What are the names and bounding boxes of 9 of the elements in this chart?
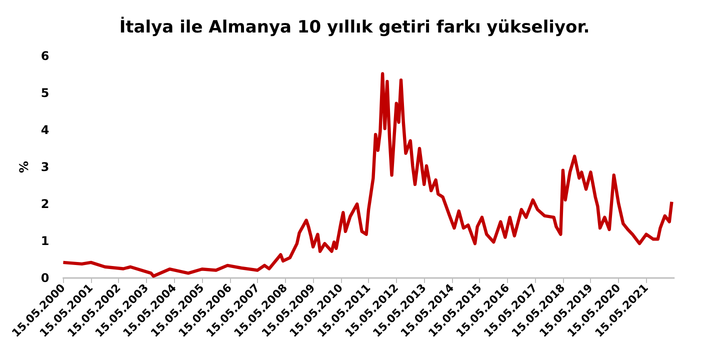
- y-axis-title: %: [16, 160, 31, 174]
- y-tick-label: 5: [40, 86, 50, 100]
- chart-title: İtalya ile Almanya 10 yıllık getiri farkı yükseliyor.: [119, 16, 590, 38]
- y-tick-label: 1: [40, 234, 50, 248]
- y-tick-label: 3: [40, 160, 50, 174]
- y-tick-label: 0: [40, 271, 50, 285]
- y-tick-label: 6: [40, 49, 50, 63]
- y-tick-label: 4: [40, 123, 50, 137]
- y-tick-label: 2: [40, 197, 50, 211]
